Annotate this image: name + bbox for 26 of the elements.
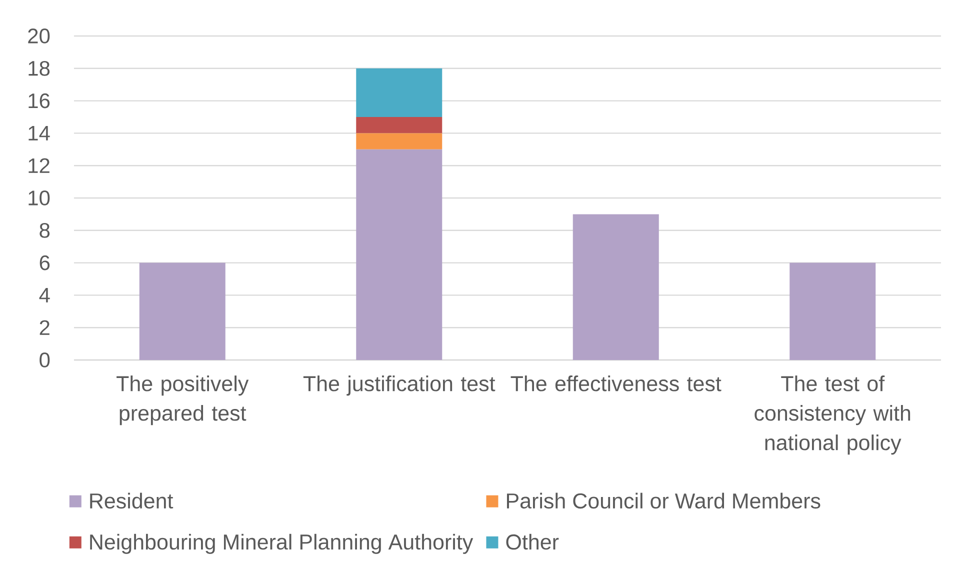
bar bbox=[356, 133, 442, 150]
y-tick-label: 6 bbox=[40, 255, 50, 270]
x-tick-label: The test of consistency with national policy bbox=[754, 376, 910, 455]
y-tick-label: 0 bbox=[40, 352, 50, 368]
y-tick-label: 18 bbox=[28, 60, 50, 76]
legend-label: Neighbouring Mineral Planning Authority bbox=[90, 534, 474, 554]
x-tick-label: The positively prepared test bbox=[116, 376, 249, 426]
bar bbox=[139, 262, 226, 360]
y-tick-label: 8 bbox=[40, 222, 50, 238]
y-tick-label: 12 bbox=[28, 158, 50, 173]
y-tick-label: 4 bbox=[39, 288, 50, 302]
y-tick-label: 14 bbox=[28, 126, 50, 140]
y-tick-label: 2 bbox=[40, 320, 50, 335]
bar bbox=[356, 149, 442, 360]
legend-label: Resident bbox=[90, 492, 174, 509]
legend-label: Other bbox=[506, 534, 559, 550]
bar bbox=[790, 262, 876, 360]
y-tick-label: 16 bbox=[28, 93, 50, 108]
x-tick-label: The effectiveness test bbox=[510, 376, 722, 392]
bar bbox=[356, 68, 442, 117]
y-tick-label: 10 bbox=[28, 190, 50, 206]
bar bbox=[356, 116, 442, 134]
y-tick-label: 20 bbox=[28, 28, 50, 44]
legend-label: Parish Council or Ward Members bbox=[506, 492, 820, 509]
x-tick-label: The justification test bbox=[303, 376, 496, 396]
bar bbox=[572, 214, 659, 360]
